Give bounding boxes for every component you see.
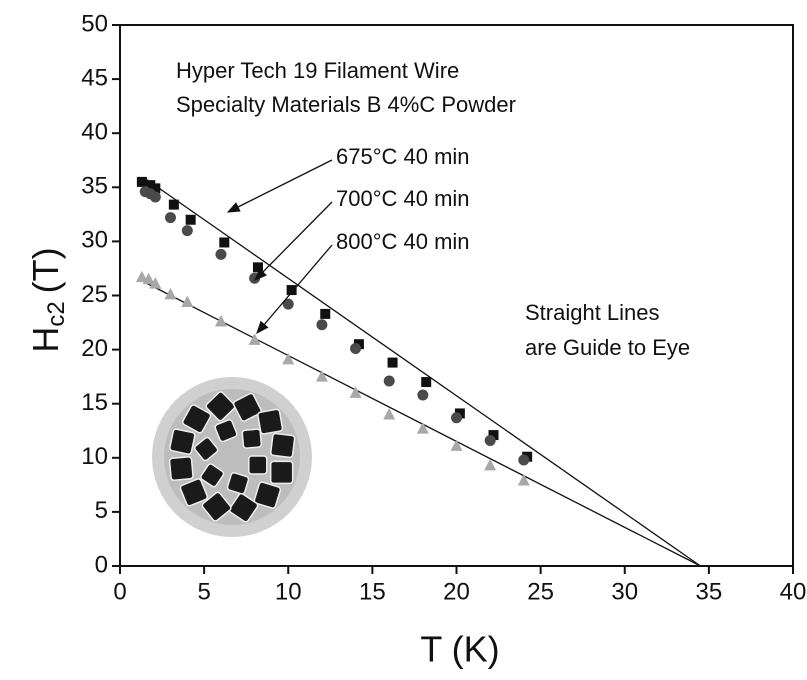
point [350, 343, 362, 355]
point [387, 357, 398, 368]
x-axis-title: T (K) [420, 629, 499, 670]
note: Straight Lines [525, 300, 660, 325]
point [135, 270, 148, 283]
y-title-main: H [25, 327, 66, 353]
point [248, 333, 261, 345]
filament [232, 392, 262, 422]
point [517, 474, 530, 486]
filament [257, 408, 284, 435]
point [219, 237, 230, 248]
inset-wire [152, 377, 312, 537]
annotation-arrow [254, 201, 333, 281]
series-label: 800°C 40 min [336, 229, 470, 254]
filament [253, 481, 282, 509]
x-tick-label: 20 [443, 578, 470, 605]
point [150, 183, 161, 194]
point [149, 191, 161, 203]
y-tick-label: 30 [81, 227, 108, 254]
point [142, 272, 155, 285]
point [282, 298, 294, 310]
y-tick-label: 15 [81, 389, 108, 416]
x-tick-label: 40 [780, 578, 807, 605]
y-tick-label: 20 [81, 335, 108, 362]
point [450, 439, 463, 451]
x-tick-label: 0 [113, 578, 126, 605]
point [484, 434, 496, 446]
point [181, 295, 194, 307]
note: are Guide to Eye [525, 335, 690, 360]
filament [200, 463, 225, 488]
point [451, 412, 462, 424]
y-tick-label: 5 [95, 497, 108, 524]
x-tick-label: 25 [527, 578, 554, 605]
filament [169, 428, 196, 455]
filament [214, 419, 238, 443]
point [349, 386, 362, 398]
filament [179, 478, 209, 507]
y-axis-title: Hc2 (T) [25, 247, 71, 352]
x-tick-label: 10 [275, 578, 302, 605]
y-tick-label: 50 [81, 10, 108, 37]
filament [182, 404, 212, 434]
annotation-arrow [256, 244, 333, 334]
annotation-arrow [226, 159, 333, 213]
point [518, 454, 530, 466]
y-tick-label: 35 [81, 173, 108, 200]
filament [226, 472, 250, 495]
point [316, 319, 328, 331]
point [249, 272, 261, 284]
y-tick-label: 10 [81, 443, 108, 470]
x-tick-label: 30 [611, 578, 638, 605]
x-tick-label: 5 [197, 578, 210, 605]
y-title-sub: c2 [43, 301, 70, 326]
point [164, 212, 176, 224]
point [320, 308, 331, 319]
filament [201, 491, 232, 522]
point [181, 225, 193, 237]
point [417, 389, 429, 401]
filament [241, 428, 263, 449]
point [315, 370, 328, 382]
x-tick-label: 35 [696, 578, 723, 605]
point [149, 277, 162, 289]
point [185, 214, 196, 225]
point [484, 458, 497, 471]
filament [228, 492, 259, 523]
filament [168, 456, 194, 481]
point [252, 262, 263, 273]
filament [269, 460, 294, 485]
point [286, 285, 297, 296]
point [488, 430, 499, 441]
x-tick-label: 15 [359, 578, 386, 605]
point [383, 408, 396, 420]
filament [248, 455, 268, 475]
note: Specialty Materials B 4%C Powder [176, 92, 516, 117]
filament [205, 391, 236, 422]
point [282, 352, 295, 365]
y-tick-label: 45 [81, 64, 108, 91]
filament [270, 432, 296, 459]
point [215, 248, 227, 260]
guide-line [146, 179, 701, 567]
series-label: 700°C 40 min [336, 186, 470, 211]
point [168, 199, 179, 210]
point [145, 180, 156, 191]
point [136, 176, 147, 187]
point [164, 287, 177, 300]
y-title-unit: (T) [25, 247, 66, 293]
note: Hyper Tech 19 Filament Wire [176, 58, 459, 83]
y-tick-label: 25 [81, 281, 108, 308]
point [421, 377, 432, 388]
point [214, 314, 227, 327]
point [383, 375, 395, 387]
filament [194, 436, 219, 462]
y-tick-label: 0 [95, 551, 108, 578]
series-label: 675°C 40 min [336, 144, 470, 169]
y-tick-label: 40 [81, 119, 108, 146]
point [416, 422, 429, 434]
